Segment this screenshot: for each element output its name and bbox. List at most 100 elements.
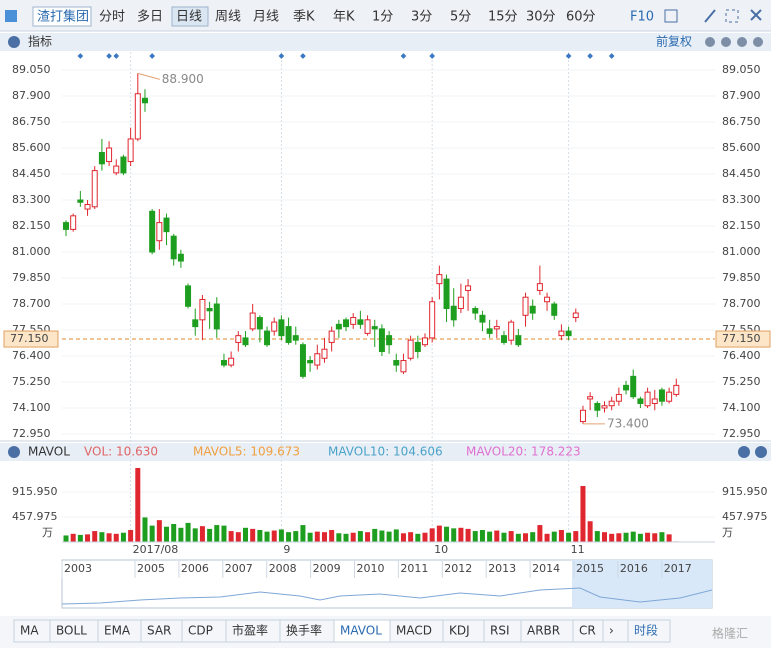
indicator-tab[interactable]: SAR <box>147 624 171 638</box>
volume-bar <box>501 532 507 542</box>
indicator-tab[interactable]: ARBR <box>527 624 560 638</box>
volume-bar <box>594 531 600 542</box>
close-icon[interactable] <box>738 446 750 458</box>
toolbar-button[interactable]: 月线 <box>253 10 279 25</box>
navigator-year: 2014 <box>532 562 560 575</box>
candle-body <box>163 217 170 233</box>
indicator-tab[interactable]: 市盈率 <box>232 623 268 638</box>
event-marker[interactable] <box>106 53 112 59</box>
candle-body <box>91 170 98 208</box>
indicator-tab[interactable]: CDP <box>188 624 213 638</box>
y-tick-label-right: 83.300 <box>722 193 761 206</box>
volume-bar <box>537 525 543 542</box>
indicator-tab[interactable]: › <box>609 624 614 638</box>
indicator-tab[interactable]: MA <box>20 624 39 638</box>
volume-bar <box>487 531 493 542</box>
volume-bar <box>566 532 572 542</box>
candle-body <box>515 335 522 346</box>
toolbar-button[interactable]: 60分 <box>566 10 596 25</box>
settings-icon[interactable] <box>755 446 767 458</box>
y-tick-label: 79.850 <box>12 271 51 284</box>
icon[interactable] <box>725 9 739 23</box>
indicator-tab[interactable]: KDJ <box>449 624 470 638</box>
candle-body <box>637 398 644 404</box>
indicator-tab[interactable]: 换手率 <box>286 623 322 638</box>
candle-body <box>386 335 393 346</box>
navigator-year: 2007 <box>225 562 253 575</box>
volume-legend: MAVOL10: 104.606 <box>328 445 443 459</box>
event-marker[interactable] <box>565 53 572 59</box>
volume-bar <box>616 533 622 542</box>
volume-bar <box>207 528 213 542</box>
event-marker[interactable] <box>113 53 120 59</box>
watermark: 格隆汇 <box>712 626 748 641</box>
volume-bar <box>379 530 385 542</box>
volume-bar <box>120 532 126 542</box>
toolbar-button[interactable]: 30分 <box>526 10 556 25</box>
indicator-tab[interactable]: RSI <box>490 624 510 638</box>
event-marker[interactable] <box>608 53 615 59</box>
event-marker[interactable] <box>587 53 593 59</box>
indicator-tab[interactable]: 时段 <box>634 623 658 638</box>
candle-body <box>522 296 529 316</box>
indicator-tab[interactable]: EMA <box>104 624 131 638</box>
y-tick-label-right: 82.150 <box>722 219 761 232</box>
event-marker[interactable] <box>77 53 84 59</box>
toolbar-button[interactable]: 5分 <box>450 10 471 25</box>
navigator-window[interactable] <box>572 560 712 608</box>
candle-body <box>264 330 271 346</box>
icon[interactable] <box>750 9 762 21</box>
toolbar-button[interactable]: 15分 <box>488 10 518 25</box>
candle-body <box>220 360 227 366</box>
navigator-line <box>61 587 713 605</box>
event-marker[interactable] <box>400 53 407 59</box>
event-marker[interactable] <box>300 53 306 59</box>
candle-body <box>544 296 551 303</box>
volume-bar <box>271 530 277 542</box>
y-tick-label-right: 84.450 <box>722 167 761 180</box>
candle-body <box>321 348 328 359</box>
indicator-tab[interactable]: MAVOL <box>340 624 382 638</box>
indicator-tab[interactable]: BOLL <box>56 624 87 638</box>
candle-body <box>414 341 421 352</box>
current-price-box <box>3 330 59 348</box>
toolbar-button[interactable]: 渣打集团 <box>37 9 89 25</box>
volume-bar <box>235 532 241 542</box>
volume-bar <box>250 528 256 542</box>
collapse-icon[interactable] <box>8 446 20 458</box>
volume-bar <box>85 534 91 542</box>
panel-icons[interactable] <box>705 37 763 47</box>
toolbar-button[interactable]: 日线 <box>176 10 202 25</box>
indicator-tab[interactable]: MACD <box>396 624 432 638</box>
toolbar-button[interactable]: 年K <box>333 10 355 25</box>
volume-bar <box>92 531 98 542</box>
toolbar-button[interactable]: 周线 <box>215 10 241 25</box>
volume-bar <box>645 532 651 542</box>
volume-bar <box>630 531 636 542</box>
volume-bar <box>149 525 155 542</box>
toolbar-button[interactable]: 分时 <box>99 10 125 25</box>
adjust-mode[interactable]: 前复权 <box>656 34 692 49</box>
event-marker[interactable] <box>149 53 155 59</box>
event-marker[interactable] <box>429 53 436 59</box>
toolbar-button[interactable]: 多日 <box>137 9 163 25</box>
toolbar-button[interactable]: F10 <box>630 10 654 25</box>
toolbar-button[interactable]: 季K <box>293 10 315 25</box>
candle-body <box>615 393 622 402</box>
indicator-tab[interactable]: CR <box>579 624 596 638</box>
icon[interactable] <box>704 9 716 23</box>
collapse-icon[interactable] <box>8 36 20 48</box>
navigator-year: 2006 <box>181 562 209 575</box>
candle-body <box>465 285 472 291</box>
toolbar-button[interactable]: 1分 <box>372 10 393 25</box>
y-tick-label: 72.950 <box>12 427 51 440</box>
candle-body <box>156 222 163 242</box>
candle-body <box>493 326 500 330</box>
candle-body <box>206 308 213 312</box>
toolbar-button[interactable]: 3分 <box>411 10 432 25</box>
y-tick-label: 85.600 <box>12 141 51 154</box>
candle-body <box>486 328 493 334</box>
event-marker[interactable] <box>278 53 285 59</box>
icon[interactable] <box>664 9 678 23</box>
